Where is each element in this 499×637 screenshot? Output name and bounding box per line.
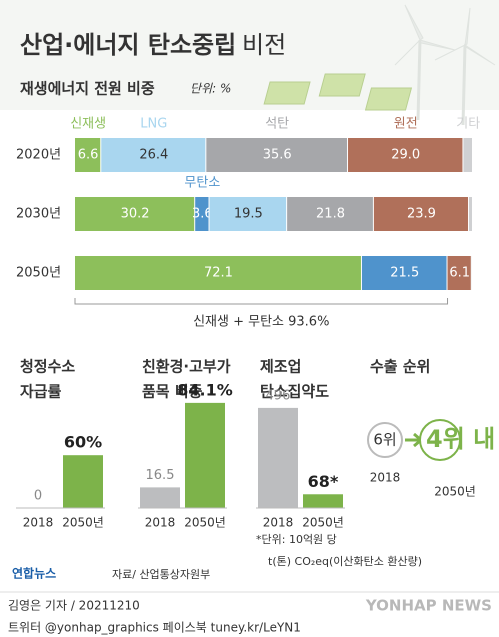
series-label: LNG (140, 117, 167, 132)
bar (258, 407, 298, 508)
chart-title: 친환경·고부가 (142, 358, 231, 376)
chart-title: 탄소집약도 (260, 383, 329, 401)
note: t(톤) CO₂eq(이산화탄소 환산량) (268, 555, 422, 568)
category-label: 2018 (23, 516, 54, 530)
value-label: 496 (266, 388, 291, 403)
bar-segment (75, 138, 101, 172)
value-label: 21.8 (316, 207, 345, 222)
value-label: 21.5 (390, 266, 419, 281)
bar-segment (373, 197, 469, 231)
bar-segment (206, 138, 348, 172)
rank-to-year: 2050년 (434, 485, 476, 499)
category-label: 2018 (263, 516, 294, 530)
logo: 연합뉴스 (12, 566, 56, 581)
source: 자료/ 산업통상자원부 (112, 568, 210, 581)
decoration (263, 4, 496, 126)
title-suffix: 비전 (242, 31, 286, 59)
unit-label: 단위: % (190, 82, 231, 96)
bar-segment (348, 138, 463, 172)
series-label: 무탄소 (184, 176, 220, 191)
export-title: 수출 순위 (370, 358, 430, 376)
value-label: 23.9 (407, 207, 436, 222)
bar-segment (101, 138, 206, 172)
bar-segment (195, 197, 209, 231)
bar-segment (447, 256, 471, 290)
category-label: 2050년 (16, 266, 61, 281)
category-label: 2050년 (184, 516, 226, 530)
credit: 김영은 기자 / 20211210 (8, 599, 140, 613)
chart-title: 청정수소 (20, 358, 75, 376)
bar-segment (463, 138, 472, 172)
value-label: 72.1 (204, 266, 233, 281)
bar-segment (75, 256, 361, 290)
value-label: 60% (64, 433, 102, 452)
note: *단위: 10억원 당 (256, 533, 337, 546)
chart-title: 품목 비중 (142, 383, 203, 401)
rank-circle (367, 422, 403, 458)
value-label: 26.4 (139, 148, 168, 163)
header-band (0, 0, 499, 110)
value-label: 29.0 (391, 148, 420, 163)
bar (185, 402, 225, 508)
rank-from: 6위 (373, 431, 396, 449)
bracket (74, 298, 449, 305)
series-label: 원전 (394, 117, 418, 132)
bar-segment (209, 197, 287, 231)
bar (303, 494, 343, 508)
value-label: 68* (308, 472, 339, 491)
value-label: 6.1 (449, 266, 470, 281)
title: 산업·에너지 탄소중립 (20, 31, 236, 59)
value-label: 35.6 (263, 148, 292, 163)
chart-title: 자급률 (20, 383, 62, 401)
category-label: 2018 (145, 516, 176, 530)
value-label: 84.1% (177, 380, 233, 399)
series-label: 신재생 (70, 117, 106, 132)
category-label: 2050년 (62, 516, 104, 530)
value-label: 6.6 (78, 148, 99, 163)
rank-to: 4위 내 (426, 425, 495, 453)
value-label: 3.6 (192, 207, 213, 222)
rank-circle (419, 419, 461, 461)
bar-segment (75, 197, 195, 231)
series-label: 석탄 (265, 117, 289, 132)
category-label: 2050년 (302, 516, 344, 530)
value-label: 16.5 (146, 468, 175, 483)
category-label: 2020년 (16, 148, 61, 163)
series-label: 기타 (456, 117, 480, 132)
bar-segment (469, 197, 472, 231)
bar-segment (361, 256, 447, 290)
annotation: 신재생 + 무탄소 93.6% (193, 315, 329, 330)
rank-from-year: 2018 (370, 471, 401, 485)
value-label: 0 (34, 489, 42, 504)
chart-title: 제조업 (260, 358, 301, 376)
bar (140, 487, 180, 508)
category-label: 2030년 (16, 207, 61, 222)
bar (63, 455, 103, 508)
chart-title: 재생에너지 전원 비중 (20, 80, 155, 98)
value-label: 19.5 (234, 207, 263, 222)
value-label: 30.2 (121, 207, 150, 222)
bar-segment (287, 197, 373, 231)
credit: 트위터 @yonhap_graphics 페이스북 tuney.kr/LeYN1 (8, 621, 301, 635)
watermark: YONHAP NEWS (365, 597, 492, 615)
